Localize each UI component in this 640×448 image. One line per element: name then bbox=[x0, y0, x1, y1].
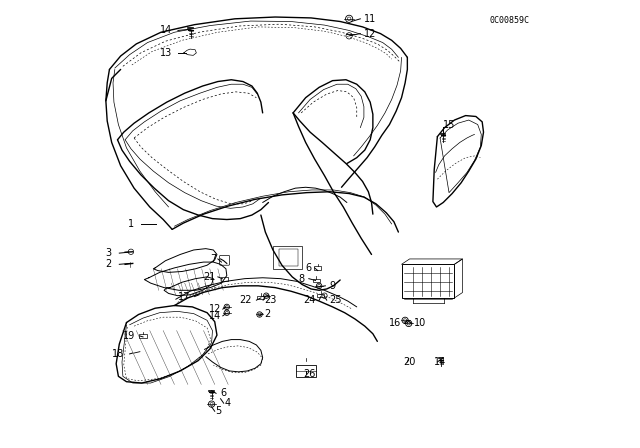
Text: 6: 6 bbox=[305, 263, 311, 273]
Text: 7: 7 bbox=[210, 254, 216, 264]
Text: 13: 13 bbox=[160, 48, 172, 58]
Text: 12: 12 bbox=[364, 29, 376, 39]
Text: 12: 12 bbox=[209, 304, 221, 314]
Text: 25: 25 bbox=[329, 295, 342, 305]
Text: 0C00859C: 0C00859C bbox=[490, 16, 530, 25]
Text: 20: 20 bbox=[403, 357, 415, 367]
Text: 14: 14 bbox=[435, 357, 447, 367]
Text: 5: 5 bbox=[216, 406, 222, 416]
Text: 8: 8 bbox=[298, 274, 305, 284]
Text: 6: 6 bbox=[220, 388, 226, 398]
Text: 23: 23 bbox=[264, 295, 276, 305]
Text: 4: 4 bbox=[225, 398, 230, 408]
Text: 18: 18 bbox=[111, 349, 124, 359]
Text: 17: 17 bbox=[178, 292, 190, 302]
Text: 1: 1 bbox=[128, 219, 134, 229]
Bar bbox=[257, 296, 264, 299]
Text: 2: 2 bbox=[264, 309, 270, 319]
Text: 24: 24 bbox=[303, 295, 316, 305]
Text: 2: 2 bbox=[106, 259, 111, 269]
Bar bbox=[296, 365, 316, 377]
Text: 11: 11 bbox=[364, 14, 376, 24]
Text: 9: 9 bbox=[329, 281, 335, 291]
Text: 15: 15 bbox=[443, 120, 456, 129]
Text: 22: 22 bbox=[239, 295, 252, 305]
Text: 16: 16 bbox=[389, 319, 401, 328]
Text: 10: 10 bbox=[414, 319, 426, 328]
Bar bbox=[317, 294, 324, 297]
Bar bbox=[401, 264, 454, 298]
Bar bbox=[140, 334, 147, 338]
Text: 14: 14 bbox=[209, 311, 221, 321]
Text: 21: 21 bbox=[204, 272, 216, 282]
Bar bbox=[273, 246, 302, 269]
Text: 3: 3 bbox=[106, 248, 111, 258]
Text: 26: 26 bbox=[303, 369, 316, 379]
Bar bbox=[313, 279, 320, 282]
Text: 19: 19 bbox=[123, 331, 136, 341]
Bar bbox=[314, 266, 321, 270]
Bar bbox=[279, 249, 298, 266]
Text: 14: 14 bbox=[160, 26, 172, 35]
Bar bbox=[221, 277, 228, 281]
